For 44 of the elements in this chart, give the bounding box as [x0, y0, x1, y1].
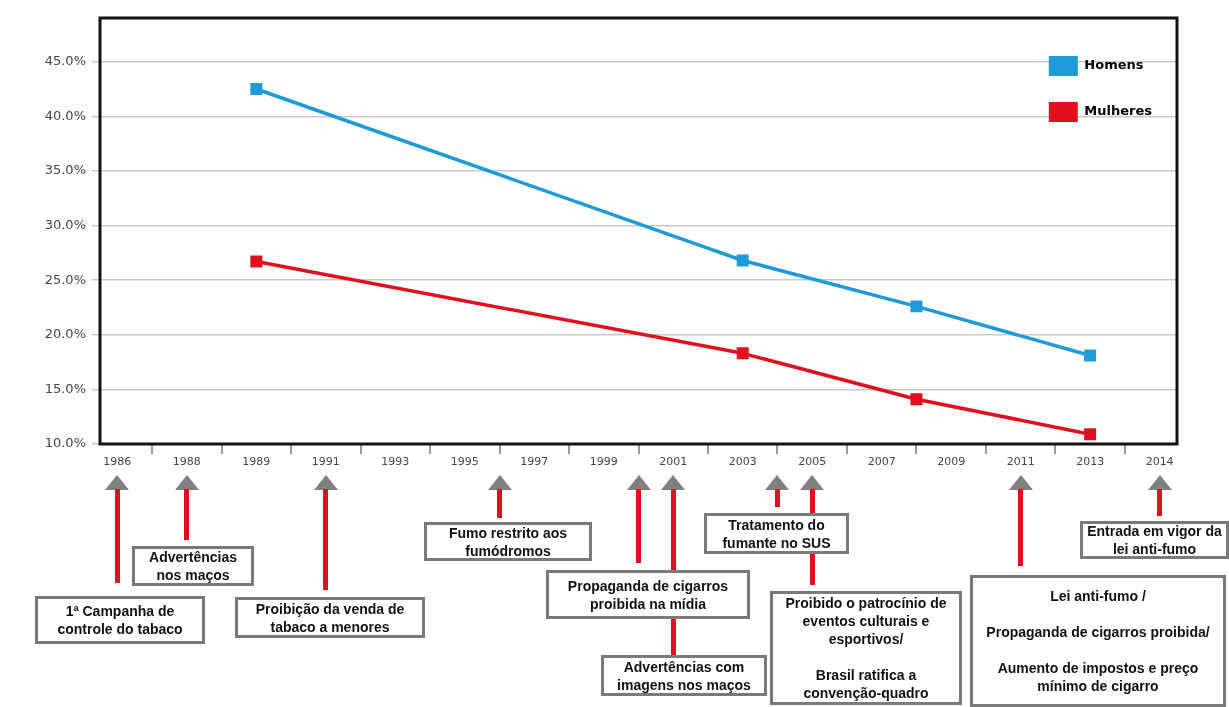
x-tick-label: 2003: [728, 455, 757, 469]
x-tick-label: 1999: [589, 455, 618, 469]
x-tick-label: 1991: [311, 455, 340, 469]
point: [910, 393, 923, 406]
y-tick-label: 35.0%: [44, 162, 86, 178]
point: [1084, 428, 1097, 441]
text: Advertências com imagens nos maços: [601, 655, 767, 696]
point: [1084, 349, 1097, 362]
text: Lei anti-fumo / Propaganda de cigarros proibida/ Aumento de impostos e preço mínimo de cigarro: [986, 588, 1210, 694]
point: [250, 255, 263, 268]
point: [250, 83, 263, 95]
x-tick-label: 2014: [1145, 455, 1174, 469]
x-tick-label: 1995: [450, 455, 479, 469]
point: [910, 300, 923, 313]
x-tick-label: 1989: [242, 455, 271, 469]
text: Advertências nos maços: [132, 546, 254, 586]
x-tick-label: 2011: [1006, 455, 1035, 469]
text: Fumo restrito aos fumódromos: [424, 522, 592, 561]
text: Propaganda de cigarros proibida na mídia: [546, 570, 750, 619]
point: [736, 254, 749, 267]
x-tick-label: 2005: [798, 455, 827, 469]
x-tick-label: 2007: [867, 455, 896, 469]
y-tick-label: 40.0%: [44, 107, 86, 123]
text: Tratamento do fumante no SUS: [704, 513, 849, 554]
x-tick-label: 2013: [1076, 455, 1105, 469]
x-tick-label: 1993: [381, 455, 410, 469]
y-tick-label: 10.0%: [44, 435, 86, 451]
text: 1ª Campanha de controle do tabaco: [35, 596, 205, 644]
x-tick-label: 1997: [520, 455, 549, 469]
point: [736, 347, 749, 360]
y-tick-label: 45.0%: [44, 53, 86, 69]
y-tick-label: 15.0%: [44, 380, 86, 396]
x-tick-label: 1988: [172, 455, 201, 469]
y-tick-label: 20.0%: [44, 326, 86, 342]
y-tick-label: 30.0%: [44, 216, 86, 232]
x-tick-label: 1986: [103, 455, 132, 469]
text: Proibição da venda de tabaco a menores: [235, 597, 425, 638]
legend-label: Homens: [1084, 57, 1144, 73]
x-tick-label: 2001: [659, 455, 688, 469]
x-tick-label: 2009: [937, 455, 966, 469]
text: Entrada em vigor da lei anti-fumo: [1080, 521, 1229, 559]
text: Proibido o patrocínio de eventos culturais e esportivos/ Brasil ratifica a convenção-quadro: [785, 595, 947, 701]
y-tick-label: 25.0%: [44, 271, 86, 287]
legend-label: Mulheres: [1084, 103, 1153, 119]
